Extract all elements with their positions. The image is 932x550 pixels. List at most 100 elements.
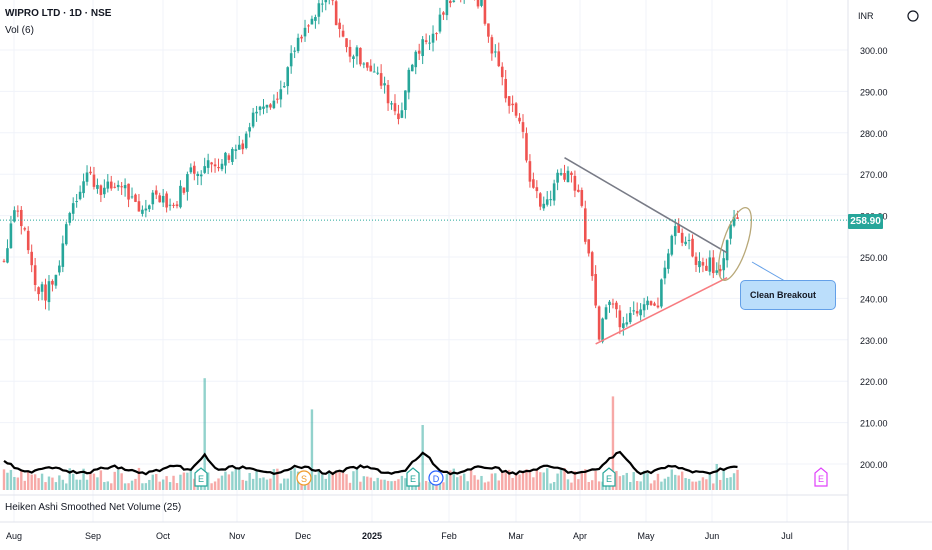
candle-body bbox=[258, 106, 262, 110]
volume-bar bbox=[542, 472, 545, 490]
candle-body bbox=[701, 262, 705, 266]
candle-body bbox=[234, 149, 238, 151]
candle-body bbox=[109, 181, 113, 189]
candle-body bbox=[372, 71, 376, 73]
volume-bar bbox=[680, 471, 684, 490]
x-tick-label: Mar bbox=[508, 531, 524, 541]
volume-bar bbox=[203, 378, 206, 490]
candle-body bbox=[23, 228, 27, 230]
volume-bar bbox=[141, 483, 144, 490]
candle-body bbox=[431, 33, 435, 43]
candle-body bbox=[722, 258, 725, 271]
currency-label[interactable]: INR bbox=[858, 11, 874, 21]
x-tick-label: Sep bbox=[85, 531, 101, 541]
event-marker-label: E bbox=[410, 474, 416, 484]
event-marker[interactable]: D bbox=[428, 470, 444, 486]
volume-bar bbox=[462, 473, 466, 490]
candle-body bbox=[289, 53, 293, 67]
volume-bar bbox=[345, 474, 348, 490]
candle-body bbox=[248, 127, 251, 132]
x-tick-label: Feb bbox=[441, 531, 457, 541]
candle-body bbox=[99, 185, 103, 195]
volume-bar bbox=[217, 478, 220, 490]
candle-body bbox=[514, 103, 518, 116]
candle-body bbox=[244, 133, 248, 149]
candle-body bbox=[345, 38, 348, 48]
volume-bar bbox=[528, 472, 532, 490]
candle-body bbox=[663, 267, 667, 279]
candle-body bbox=[449, 0, 452, 4]
candle-body bbox=[556, 172, 559, 183]
volume-bar bbox=[265, 479, 269, 490]
volume-bar bbox=[445, 474, 449, 490]
volume-bar bbox=[514, 473, 518, 490]
candle-body bbox=[528, 161, 532, 182]
volume-bar bbox=[504, 472, 507, 490]
volume-bar bbox=[16, 477, 20, 490]
candle-body bbox=[220, 163, 224, 170]
gear-icon[interactable] bbox=[907, 10, 919, 22]
volume-bar bbox=[670, 469, 673, 490]
candle-body bbox=[130, 196, 134, 198]
candle-body bbox=[165, 193, 168, 208]
event-marker[interactable]: E bbox=[602, 467, 616, 487]
candle-body bbox=[535, 187, 539, 192]
candle-body bbox=[691, 238, 694, 257]
volume-bar bbox=[161, 479, 165, 490]
y-tick-label: 240.00 bbox=[860, 294, 888, 304]
candle-body bbox=[642, 304, 646, 311]
volume-bar bbox=[622, 475, 625, 490]
volume-bar bbox=[653, 480, 656, 490]
volume-bar bbox=[694, 481, 698, 490]
candle-body bbox=[618, 310, 622, 328]
candle-body bbox=[237, 144, 241, 150]
candle-body bbox=[127, 183, 130, 200]
candle-body bbox=[573, 175, 577, 191]
volume-bar bbox=[179, 474, 182, 490]
indicator-legend[interactable]: Heiken Ashi Smoothed Net Volume (25) bbox=[5, 502, 182, 513]
candle-body bbox=[725, 240, 729, 261]
candle-body bbox=[580, 190, 584, 206]
volume-bar bbox=[54, 482, 58, 490]
volume-bar bbox=[234, 468, 238, 490]
event-marker[interactable]: E bbox=[406, 467, 420, 487]
volume-bar bbox=[642, 470, 646, 490]
volume-bar bbox=[366, 476, 369, 490]
volume-bar bbox=[314, 474, 317, 490]
volume-legend[interactable]: Vol (6) bbox=[5, 25, 34, 36]
symbol-title[interactable]: WIPRO LTD · 1D · NSE bbox=[5, 8, 112, 19]
volume-bar bbox=[186, 472, 189, 490]
candle-body bbox=[421, 39, 424, 57]
candle-body bbox=[6, 248, 9, 263]
volume-bar bbox=[20, 471, 23, 490]
candle-body bbox=[26, 230, 30, 251]
volume-bar bbox=[9, 469, 13, 490]
event-marker[interactable]: S bbox=[296, 470, 312, 486]
volume-bar bbox=[75, 479, 78, 490]
candle-body bbox=[255, 111, 258, 114]
volume-bar bbox=[632, 472, 635, 490]
breakout-ellipse bbox=[717, 207, 753, 281]
volume-bar bbox=[213, 481, 217, 490]
volume-bar bbox=[151, 474, 154, 490]
volume-bar bbox=[13, 477, 16, 490]
candle-body bbox=[428, 42, 431, 44]
candle-body bbox=[51, 280, 54, 285]
volume-bar bbox=[719, 479, 722, 490]
net-volume-line bbox=[3, 450, 738, 476]
volume-bar bbox=[494, 473, 497, 490]
event-marker[interactable]: E bbox=[814, 467, 828, 487]
volume-bar bbox=[238, 469, 241, 490]
candle-body bbox=[58, 265, 61, 273]
event-marker[interactable]: E bbox=[194, 467, 208, 487]
volume-bar bbox=[459, 475, 462, 490]
candle-body bbox=[37, 287, 40, 295]
candle-body bbox=[521, 122, 525, 132]
candle-body bbox=[355, 47, 359, 57]
candle-body bbox=[376, 72, 379, 74]
volume-bar bbox=[473, 475, 476, 490]
annotation-callout[interactable]: Clean Breakout bbox=[740, 280, 836, 310]
candle-body bbox=[594, 274, 597, 306]
volume-bar bbox=[712, 483, 715, 490]
